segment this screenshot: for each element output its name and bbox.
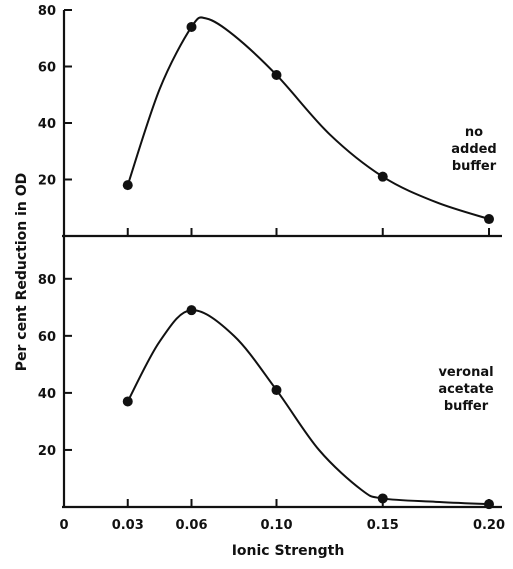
bottom-annotation-line: buffer [444,399,489,414]
y-axis-title: Per cent Reduction in OD [14,173,30,372]
top-data-point [122,180,133,191]
bottom-y-tick-label: 40 [38,387,56,402]
bottom-x-tick-label: 0.15 [367,518,399,533]
bottom-x-tick-label: 0.06 [175,518,207,533]
bottom-data-point [377,493,388,504]
bottom-data-point [122,396,133,407]
bottom-x-tick-label: 0 [59,518,68,533]
bottom-panel: 20 40 60 80 0 0.03 0.06 0.10 0.15 0.20 veronal acet… [38,236,505,533]
top-y-tick-label: 40 [38,117,56,132]
bottom-x-tick-label: 0.20 [473,518,505,533]
bottom-data-point [271,385,282,396]
top-y-tick-label: 80 [38,4,56,19]
bottom-data-point [484,499,494,510]
top-panel: 20 40 60 80 no added buffer [38,4,502,238]
top-data-point [377,171,388,182]
x-axis-title: Ionic Strength [232,543,345,559]
bottom-y-tick-label: 20 [38,444,56,459]
top-data-point [484,214,494,225]
bottom-y-tick-label: 60 [38,330,56,345]
top-y-tick-label: 20 [38,174,56,189]
top-y-tick-label: 60 [38,61,56,76]
bottom-data-point [186,305,197,316]
bottom-x-tick-label: 0.03 [112,518,144,533]
bottom-x-tick-label: 0.10 [260,518,292,533]
top-annotation-line: buffer [452,159,497,174]
top-data-point [186,21,197,32]
top-data-point [271,69,282,80]
bottom-y-tick-label: 80 [38,273,56,288]
bottom-series-line [126,309,490,506]
top-annotation-line: no [465,125,483,140]
top-annotation-line: added [451,142,497,157]
bottom-annotation-line: acetate [438,382,493,397]
bottom-annotation-line: veronal [438,365,493,380]
top-series-line [126,16,490,221]
